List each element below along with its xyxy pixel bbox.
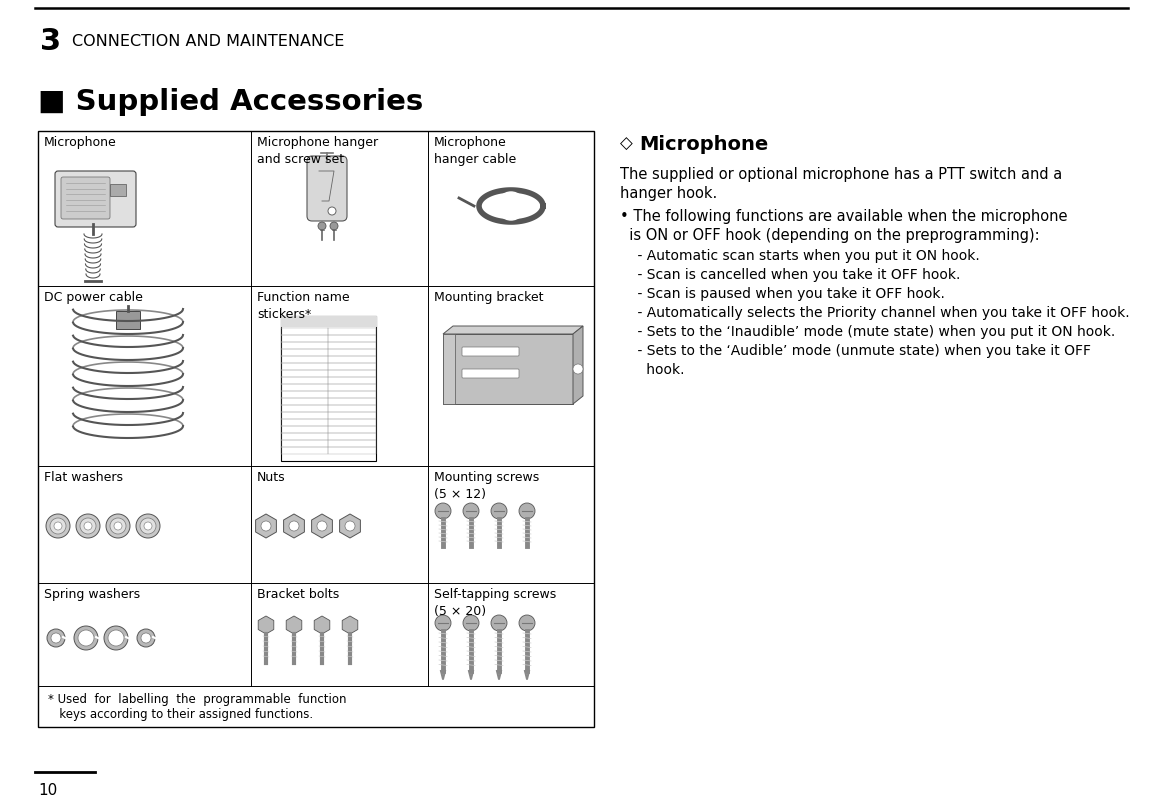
Circle shape	[76, 515, 100, 538]
Circle shape	[519, 503, 535, 520]
Text: Microphone
hanger cable: Microphone hanger cable	[434, 136, 516, 165]
Circle shape	[330, 222, 338, 230]
Polygon shape	[443, 327, 583, 335]
Polygon shape	[286, 616, 301, 634]
Circle shape	[573, 365, 583, 374]
Circle shape	[78, 630, 94, 646]
Circle shape	[288, 521, 299, 532]
Bar	[443, 335, 573, 405]
Bar	[110, 185, 126, 197]
Text: Flat washers: Flat washers	[44, 471, 123, 483]
Text: - Scan is cancelled when you take it OFF hook.: - Scan is cancelled when you take it OFF…	[620, 267, 961, 282]
FancyBboxPatch shape	[462, 348, 519, 357]
Polygon shape	[342, 616, 358, 634]
Bar	[38, 132, 594, 727]
Circle shape	[50, 519, 66, 534]
Circle shape	[114, 522, 122, 530]
Text: Microphone: Microphone	[638, 135, 769, 154]
Circle shape	[497, 193, 525, 221]
Circle shape	[106, 515, 130, 538]
Polygon shape	[573, 327, 583, 405]
Circle shape	[74, 626, 98, 650]
Text: CONNECTION AND MAINTENANCE: CONNECTION AND MAINTENANCE	[72, 35, 344, 50]
Circle shape	[144, 522, 152, 530]
FancyBboxPatch shape	[55, 172, 136, 228]
Polygon shape	[443, 335, 455, 405]
Text: Microphone: Microphone	[44, 136, 116, 149]
Text: - Automatically selects the Priority channel when you take it OFF hook.: - Automatically selects the Priority cha…	[620, 306, 1129, 320]
Text: hook.: hook.	[620, 362, 685, 377]
Polygon shape	[256, 515, 277, 538]
Circle shape	[108, 630, 124, 646]
Circle shape	[110, 519, 126, 534]
Text: - Automatic scan starts when you put it ON hook.: - Automatic scan starts when you put it …	[620, 249, 979, 263]
Circle shape	[345, 521, 355, 532]
Text: Mounting bracket: Mounting bracket	[434, 291, 543, 304]
Polygon shape	[340, 515, 361, 538]
Circle shape	[80, 519, 97, 534]
Text: Mounting screws
(5 × 12): Mounting screws (5 × 12)	[434, 471, 540, 500]
Circle shape	[463, 615, 479, 631]
Bar	[281, 316, 376, 462]
Circle shape	[328, 208, 336, 216]
Text: 10: 10	[38, 782, 57, 797]
Circle shape	[491, 615, 507, 631]
Text: keys according to their assigned functions.: keys according to their assigned functio…	[48, 707, 313, 720]
Circle shape	[47, 630, 65, 647]
Circle shape	[53, 522, 62, 530]
Text: Spring washers: Spring washers	[44, 587, 140, 601]
Text: - Sets to the ‘Inaudible’ mode (mute state) when you put it ON hook.: - Sets to the ‘Inaudible’ mode (mute sta…	[620, 324, 1115, 339]
Circle shape	[141, 634, 151, 643]
Circle shape	[435, 615, 451, 631]
Circle shape	[463, 503, 479, 520]
Text: - Sets to the ‘Audible’ mode (unmute state) when you take it OFF: - Sets to the ‘Audible’ mode (unmute sta…	[620, 344, 1091, 357]
Polygon shape	[312, 515, 333, 538]
Text: Bracket bolts: Bracket bolts	[257, 587, 340, 601]
Circle shape	[51, 634, 60, 643]
Circle shape	[140, 519, 156, 534]
Text: Nuts: Nuts	[257, 471, 286, 483]
Text: is ON or OFF hook (depending on the preprogramming):: is ON or OFF hook (depending on the prep…	[620, 228, 1040, 243]
Polygon shape	[284, 515, 305, 538]
Text: Microphone hanger
and screw set: Microphone hanger and screw set	[257, 136, 378, 165]
Circle shape	[104, 626, 128, 650]
Text: Function name
stickers*: Function name stickers*	[257, 291, 350, 320]
Text: • The following functions are available when the microphone: • The following functions are available …	[620, 209, 1068, 224]
Text: Self-tapping screws
(5 × 20): Self-tapping screws (5 × 20)	[434, 587, 556, 618]
Text: * Used  for  labelling  the  programmable  function: * Used for labelling the programmable fu…	[48, 692, 347, 705]
Circle shape	[136, 515, 160, 538]
FancyBboxPatch shape	[60, 177, 110, 220]
Circle shape	[519, 615, 535, 631]
Text: DC power cable: DC power cable	[44, 291, 143, 304]
Polygon shape	[258, 616, 273, 634]
Circle shape	[84, 522, 92, 530]
Text: 3: 3	[40, 27, 62, 56]
Text: - Scan is paused when you take it OFF hook.: - Scan is paused when you take it OFF ho…	[620, 287, 944, 300]
Circle shape	[317, 521, 327, 532]
Bar	[116, 312, 140, 329]
FancyBboxPatch shape	[307, 157, 347, 222]
Text: ■ Supplied Accessories: ■ Supplied Accessories	[38, 88, 423, 116]
Text: The supplied or optional microphone has a PTT switch and a: The supplied or optional microphone has …	[620, 167, 1062, 181]
Circle shape	[137, 630, 155, 647]
Circle shape	[317, 222, 326, 230]
Polygon shape	[281, 316, 376, 327]
Polygon shape	[314, 616, 330, 634]
Circle shape	[261, 521, 271, 532]
FancyBboxPatch shape	[462, 369, 519, 378]
Circle shape	[435, 503, 451, 520]
Circle shape	[491, 503, 507, 520]
Text: ◇: ◇	[620, 135, 638, 153]
Circle shape	[47, 515, 70, 538]
Text: hanger hook.: hanger hook.	[620, 185, 718, 201]
